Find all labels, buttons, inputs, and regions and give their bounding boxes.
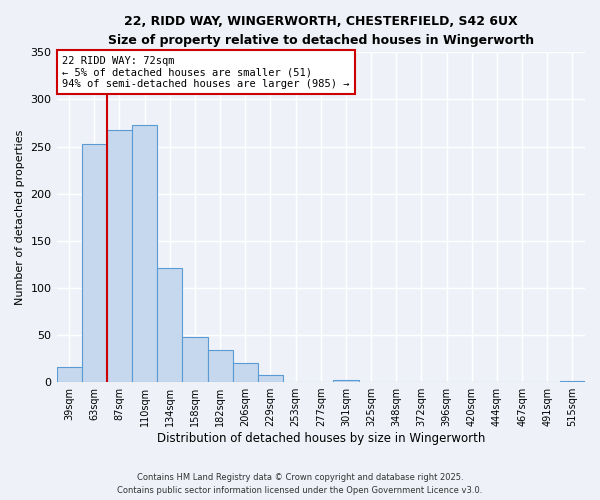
Bar bbox=[107, 130, 132, 382]
Text: Contains HM Land Registry data © Crown copyright and database right 2025.
Contai: Contains HM Land Registry data © Crown c… bbox=[118, 474, 482, 495]
Bar bbox=[182, 337, 208, 382]
Y-axis label: Number of detached properties: Number of detached properties bbox=[15, 130, 25, 305]
X-axis label: Distribution of detached houses by size in Wingerworth: Distribution of detached houses by size … bbox=[157, 432, 485, 445]
Bar bbox=[258, 374, 283, 382]
Bar bbox=[82, 144, 107, 382]
Title: 22, RIDD WAY, WINGERWORTH, CHESTERFIELD, S42 6UX
Size of property relative to de: 22, RIDD WAY, WINGERWORTH, CHESTERFIELD,… bbox=[108, 15, 534, 47]
Bar bbox=[132, 125, 157, 382]
Bar bbox=[157, 268, 182, 382]
Bar bbox=[56, 367, 82, 382]
Bar bbox=[233, 363, 258, 382]
Bar bbox=[208, 350, 233, 382]
Bar bbox=[560, 381, 585, 382]
Text: 22 RIDD WAY: 72sqm
← 5% of detached houses are smaller (51)
94% of semi-detached: 22 RIDD WAY: 72sqm ← 5% of detached hous… bbox=[62, 56, 349, 89]
Bar bbox=[334, 380, 359, 382]
